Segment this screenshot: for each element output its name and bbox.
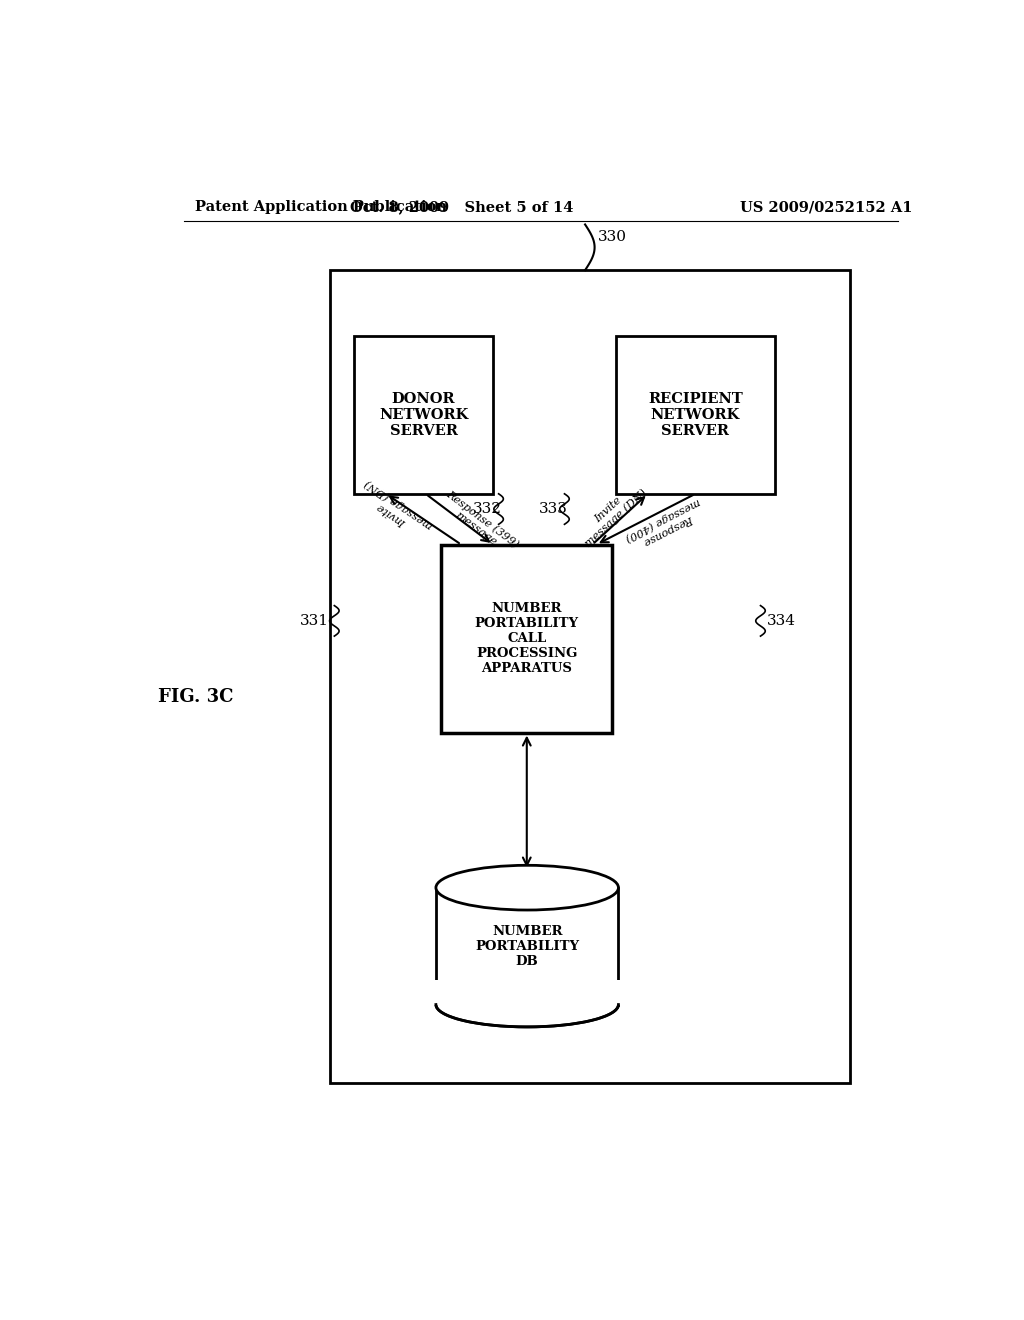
Bar — [436, 887, 618, 1005]
Text: FIG. 3C: FIG. 3C — [158, 688, 233, 706]
Bar — [354, 337, 494, 494]
Ellipse shape — [436, 982, 618, 1027]
Bar — [441, 545, 612, 733]
Text: US 2009/0252152 A1: US 2009/0252152 A1 — [740, 201, 912, 214]
Bar — [434, 981, 621, 1005]
Text: RECIPIENT
NETWORK
SERVER: RECIPIENT NETWORK SERVER — [648, 392, 742, 438]
Bar — [331, 271, 850, 1084]
Text: 331: 331 — [300, 614, 329, 628]
Text: Oct. 8, 2009   Sheet 5 of 14: Oct. 8, 2009 Sheet 5 of 14 — [349, 201, 573, 214]
Bar — [616, 337, 775, 494]
Text: NUMBER
PORTABILITY
CALL
PROCESSING
APPARATUS: NUMBER PORTABILITY CALL PROCESSING APPAR… — [475, 602, 579, 675]
Text: Invite
message (DN): Invite message (DN) — [356, 478, 435, 541]
Text: Response (399)
message: Response (399) message — [437, 488, 521, 560]
Text: NUMBER
PORTABILITY
DB: NUMBER PORTABILITY DB — [475, 924, 580, 968]
Text: Invite
message (DN): Invite message (DN) — [575, 479, 649, 549]
Text: 334: 334 — [767, 614, 796, 628]
Text: 330: 330 — [598, 230, 627, 244]
Text: Patent Application Publication: Patent Application Publication — [196, 201, 447, 214]
Text: 332: 332 — [473, 502, 502, 516]
Text: 333: 333 — [539, 502, 568, 516]
Text: Response
message (400): Response message (400) — [624, 495, 708, 553]
Ellipse shape — [436, 866, 618, 909]
Text: DONOR
NETWORK
SERVER: DONOR NETWORK SERVER — [379, 392, 468, 438]
